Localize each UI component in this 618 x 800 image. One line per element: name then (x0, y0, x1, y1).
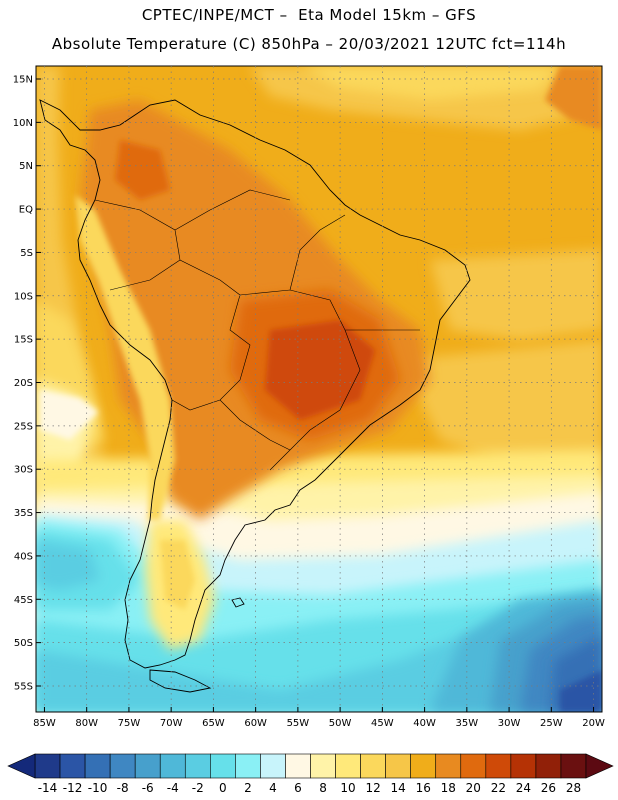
longitude-labels: 85W 80W 75W 70W 65W 60W 55W 50W 45W 40W 35W 30W 25W 2… (33, 718, 605, 729)
lon-label: 80W (75, 718, 98, 729)
colorbar-box (59, 753, 86, 779)
south-america-outline (39, 99, 471, 669)
lat-label: 40S (14, 551, 33, 562)
colorbar-label: -8 (117, 781, 129, 795)
falkland-islands (231, 597, 245, 608)
colorbar-box (410, 753, 437, 779)
colorbar-box (335, 753, 361, 779)
colorbar-label: 24 (516, 781, 531, 795)
lon-label: 85W (33, 718, 56, 729)
colorbar-box (360, 753, 386, 779)
lat-label: 20S (14, 378, 33, 389)
colorbar-box (34, 753, 61, 779)
colorbar-label: 0 (219, 781, 227, 795)
colorbar-label: 6 (294, 781, 302, 795)
colorbar-box (510, 753, 537, 779)
colorbar-label: 8 (319, 781, 327, 795)
lon-label: 60W (244, 718, 267, 729)
colorbar-labels: -14 -12 -10 -8 -6 -4 -2 0 2 4 6 8 10 12 14 16 18 20 22 24 26… (38, 781, 581, 795)
colorbar-label: 22 (491, 781, 506, 795)
lon-label: 45W (371, 718, 394, 729)
lat-label: 5N (19, 161, 33, 172)
lon-label: 25W (540, 718, 563, 729)
chart-title-line-2: Absolute Temperature (C) 850hPa – 20/03/… (51, 35, 567, 53)
colorbar-box (159, 753, 186, 779)
lon-label: 40W (413, 718, 436, 729)
lon-label: 70W (160, 718, 183, 729)
lat-label: 35S (14, 508, 33, 519)
colorbar-label: 10 (340, 781, 355, 795)
colorbar-min-arrow (7, 753, 36, 779)
colorbar-label: 4 (269, 781, 277, 795)
colorbar-box (560, 753, 587, 779)
colorbar-box (109, 753, 136, 779)
colorbar-label: -6 (142, 781, 154, 795)
lon-label: 65W (202, 718, 225, 729)
lon-label: 30W (498, 718, 521, 729)
lon-label: 75W (118, 718, 141, 729)
lon-label: 50W (329, 718, 352, 729)
colorbar-boxes (34, 753, 587, 779)
colorbar-max-arrow (585, 753, 614, 779)
colorbar-label: -4 (167, 781, 179, 795)
latitude-labels: 15N 10N 5N EQ 5S 10S 15S 20S 25S 30S 35S 40S 45S 50S 5… (13, 75, 33, 693)
lat-label: 55S (14, 681, 33, 692)
colorbar-label: 16 (416, 781, 431, 795)
coastlines (39, 99, 471, 693)
colorbar-label: 18 (441, 781, 456, 795)
colorbar-box (84, 753, 111, 779)
lon-label: 55W (287, 718, 310, 729)
colorbar-box (535, 753, 562, 779)
colorbar-label: 26 (541, 781, 556, 795)
colorbar-label: -12 (63, 781, 83, 795)
lon-label: 35W (456, 718, 479, 729)
lat-label: 15S (14, 335, 33, 346)
lat-label: 10S (14, 291, 33, 302)
colorbar-label: 14 (391, 781, 406, 795)
lat-label: 25S (14, 421, 33, 432)
lat-label: EQ (19, 205, 33, 216)
colorbar-box (385, 753, 411, 779)
map-frame (35, 65, 603, 713)
lat-label: 15N (13, 75, 33, 86)
colorbar-box (310, 753, 336, 779)
colorbar-label: 2 (244, 781, 252, 795)
colorbar-box (210, 753, 236, 779)
colorbar-box (184, 753, 211, 779)
lat-label: 50S (14, 638, 33, 649)
colorbar-label: -14 (38, 781, 58, 795)
colorbar-box (285, 753, 311, 779)
lat-label: 10N (13, 118, 33, 129)
tierra-del-fuego (149, 669, 212, 693)
country-borders (94, 189, 420, 471)
colorbar-label: -2 (192, 781, 204, 795)
colorbar-label: 12 (365, 781, 380, 795)
map-field (36, 66, 602, 712)
colorbar-box (435, 753, 462, 779)
chart-title-line-1: CPTEC/INPE/MCT – Eta Model 15km – GFS (141, 6, 477, 24)
colorbar-box (460, 753, 487, 779)
lat-label: 45S (14, 595, 33, 606)
colorbar-box (260, 753, 286, 779)
colorbar-box (134, 753, 161, 779)
lon-label: 20W (582, 718, 605, 729)
lat-label: 5S (20, 248, 33, 259)
lat-label: 30S (14, 465, 33, 476)
colorbar-box (235, 753, 261, 779)
colorbar-label: 28 (566, 781, 581, 795)
colorbar-box (485, 753, 512, 779)
colorbar-label: 20 (466, 781, 481, 795)
graticule (36, 66, 602, 712)
colorbar-label: -10 (88, 781, 108, 795)
